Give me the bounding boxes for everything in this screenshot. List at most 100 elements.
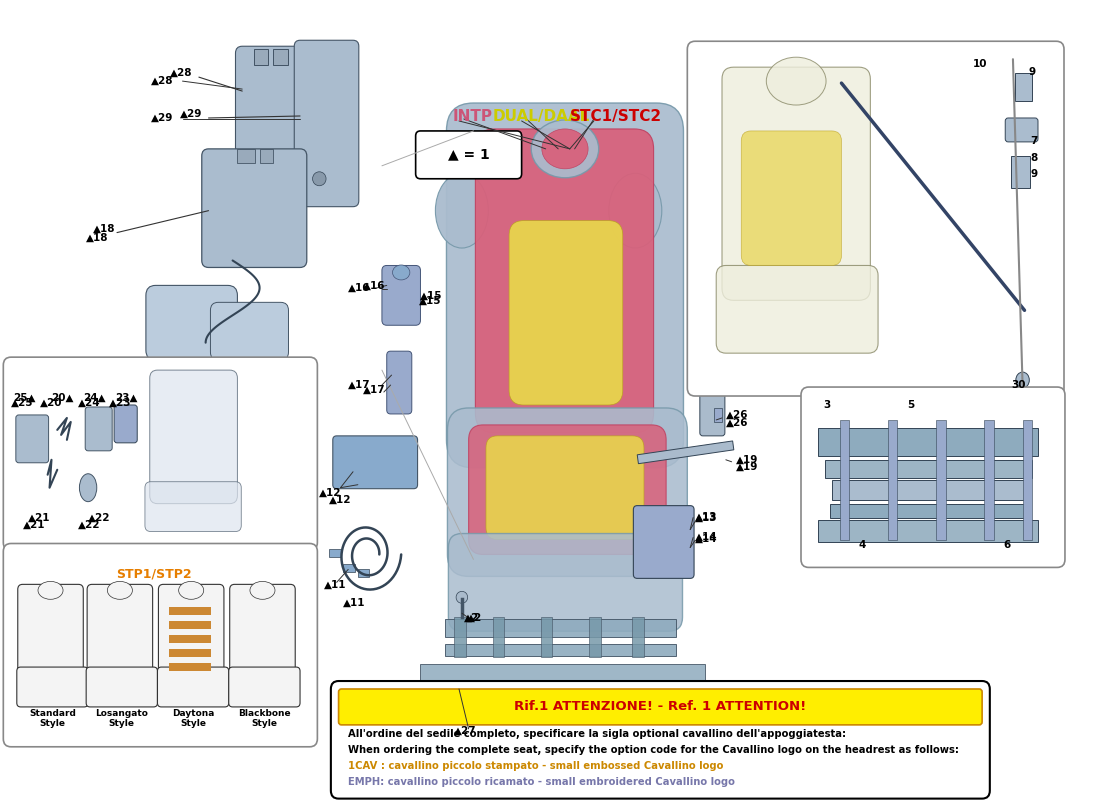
FancyBboxPatch shape <box>87 584 153 684</box>
Ellipse shape <box>1015 372 1030 388</box>
Bar <box>541 618 552 657</box>
Text: ▲18: ▲18 <box>86 233 109 242</box>
Ellipse shape <box>531 120 598 178</box>
Text: ▲16: ▲16 <box>363 280 385 290</box>
Bar <box>590 618 601 657</box>
Ellipse shape <box>767 57 826 105</box>
Text: ▲12: ▲12 <box>319 488 342 498</box>
Text: ▲18: ▲18 <box>92 223 116 234</box>
Text: ▲19: ▲19 <box>736 462 758 472</box>
FancyBboxPatch shape <box>1005 118 1038 142</box>
Bar <box>343 565 355 572</box>
Ellipse shape <box>108 582 132 599</box>
Bar <box>818 519 1038 542</box>
Bar <box>936 420 946 539</box>
Text: ▲21: ▲21 <box>23 519 45 530</box>
Text: ▲29: ▲29 <box>179 109 202 119</box>
Ellipse shape <box>608 174 662 248</box>
FancyBboxPatch shape <box>331 681 990 798</box>
Text: 9: 9 <box>1031 169 1037 179</box>
Bar <box>832 480 1024 500</box>
FancyBboxPatch shape <box>145 482 241 531</box>
Bar <box>420 664 705 686</box>
FancyBboxPatch shape <box>382 266 420 326</box>
FancyBboxPatch shape <box>722 67 870 300</box>
Text: ▲11: ▲11 <box>343 598 366 607</box>
FancyBboxPatch shape <box>157 667 229 707</box>
FancyBboxPatch shape <box>447 103 683 468</box>
Text: ▲21: ▲21 <box>29 513 51 522</box>
Ellipse shape <box>542 129 588 169</box>
Text: ▲25: ▲25 <box>11 398 33 408</box>
Bar <box>888 420 898 539</box>
Bar <box>818 428 1038 456</box>
Text: ▲24: ▲24 <box>78 398 101 408</box>
Bar <box>444 644 675 656</box>
Text: Rif.1 ATTENZIONE! - Ref. 1 ATTENTION!: Rif.1 ATTENZIONE! - Ref. 1 ATTENTION! <box>514 701 806 714</box>
Text: 30: 30 <box>1011 380 1025 390</box>
Ellipse shape <box>312 172 326 186</box>
Text: 20▲: 20▲ <box>52 393 74 403</box>
FancyBboxPatch shape <box>716 266 878 353</box>
FancyBboxPatch shape <box>333 436 418 489</box>
Text: INTP: INTP <box>452 109 493 124</box>
Ellipse shape <box>250 582 275 599</box>
FancyBboxPatch shape <box>295 40 359 206</box>
Bar <box>493 618 504 657</box>
Text: ▲16: ▲16 <box>349 282 371 293</box>
FancyBboxPatch shape <box>475 129 653 433</box>
Text: ▲28: ▲28 <box>151 76 173 86</box>
Bar <box>254 50 268 65</box>
Text: ▲17: ▲17 <box>363 385 385 395</box>
FancyBboxPatch shape <box>339 689 982 725</box>
Text: Standard
Style: Standard Style <box>29 709 76 728</box>
FancyBboxPatch shape <box>15 415 48 462</box>
Text: ▲ = 1: ▲ = 1 <box>448 147 490 161</box>
Text: ▲23: ▲23 <box>109 398 132 408</box>
Ellipse shape <box>178 582 204 599</box>
Text: ▲2: ▲2 <box>466 614 482 623</box>
Text: STP1/STP2: STP1/STP2 <box>116 567 191 581</box>
Text: Blackbone
Style: Blackbone Style <box>238 709 290 728</box>
Bar <box>169 622 211 630</box>
FancyBboxPatch shape <box>210 302 288 360</box>
Text: 5: 5 <box>908 400 914 410</box>
FancyBboxPatch shape <box>235 46 315 155</box>
FancyBboxPatch shape <box>16 667 88 707</box>
Ellipse shape <box>79 474 97 502</box>
Text: 23▲: 23▲ <box>116 393 138 403</box>
Text: When ordering the complete seat, specify the option code for the Cavallino logo : When ordering the complete seat, specify… <box>349 745 959 754</box>
Bar <box>420 691 705 706</box>
Text: ▲22: ▲22 <box>88 513 111 522</box>
Bar <box>829 504 1027 518</box>
Bar <box>169 663 211 671</box>
Text: 3: 3 <box>823 400 830 410</box>
Bar <box>329 550 341 558</box>
Bar <box>273 50 287 65</box>
Text: 25▲: 25▲ <box>13 393 35 403</box>
Text: 8: 8 <box>1031 153 1037 163</box>
Text: 24▲: 24▲ <box>84 393 106 403</box>
FancyBboxPatch shape <box>741 131 842 266</box>
Text: ▲20: ▲20 <box>40 398 63 408</box>
Text: Daytona
Style: Daytona Style <box>172 709 214 728</box>
Text: ▲22: ▲22 <box>78 519 101 530</box>
Text: DUAL/DAAL: DUAL/DAAL <box>493 109 590 124</box>
Ellipse shape <box>436 174 488 248</box>
Text: STC1/STC2: STC1/STC2 <box>570 109 662 124</box>
Bar <box>238 149 255 163</box>
Ellipse shape <box>39 582 63 599</box>
FancyBboxPatch shape <box>3 357 318 550</box>
FancyBboxPatch shape <box>3 543 318 746</box>
Text: 4: 4 <box>859 539 866 550</box>
Text: ▲2: ▲2 <box>464 614 480 623</box>
Bar <box>454 618 465 657</box>
Text: ▲15: ▲15 <box>420 290 443 300</box>
FancyBboxPatch shape <box>146 286 238 360</box>
FancyBboxPatch shape <box>387 351 411 414</box>
Text: ▲12: ▲12 <box>329 494 351 505</box>
Circle shape <box>456 591 468 603</box>
FancyBboxPatch shape <box>448 408 688 576</box>
Text: ▲26: ▲26 <box>726 410 748 420</box>
Text: ▲13: ▲13 <box>695 513 717 522</box>
